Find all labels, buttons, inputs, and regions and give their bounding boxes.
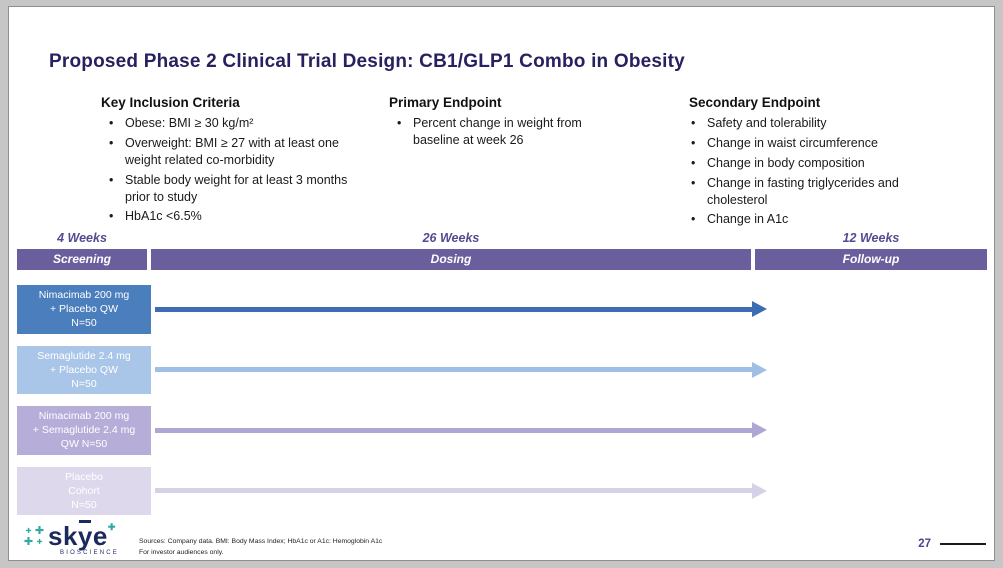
arm-label-line: + Semaglutide 2.4 mg (32, 424, 136, 437)
arm-label-line: Placebo (65, 470, 103, 483)
arm-arrow (155, 361, 767, 378)
arm-label-line: N=50 (71, 498, 97, 511)
secondary-endpoint-list: Safety and tolerability Change in waist … (689, 115, 911, 228)
arm-arrow (155, 482, 767, 499)
list-item: Change in A1c (689, 211, 911, 228)
skye-logo-plus-icon: ✚ ✚ ✚ ✚ (23, 525, 45, 548)
phase-screening: 4 Weeks Screening (17, 231, 147, 270)
phase-dosing: 26 Weeks Dosing (151, 231, 751, 270)
arm-label-line: N=50 (71, 317, 97, 330)
source-note: Sources: Company data. BMI: Body Mass In… (139, 536, 382, 558)
arm-label-line: Semaglutide 2.4 mg (37, 349, 131, 362)
secondary-endpoint-section: Secondary Endpoint Safety and tolerabili… (689, 95, 911, 231)
arrow-line (155, 306, 752, 312)
skye-logo: ✚ ✚ ✚ ✚ skye✚ BIOSCIENCE (23, 521, 120, 557)
arm-box-semaglutide-placebo: Semaglutide 2.4 mg + Placebo QW N=50 (17, 345, 151, 395)
source-line: For investor audiences only. (139, 549, 224, 557)
phase-bar-screening: Screening (17, 249, 147, 270)
arrow-head-icon (752, 361, 767, 378)
page-footer: 27 (918, 538, 986, 550)
timeline: 4 Weeks Screening 26 Weeks Dosing 12 Wee… (17, 231, 987, 270)
arrow-head-icon (752, 422, 767, 439)
arm-box-placebo-cohort: Placebo Cohort N=50 (17, 466, 151, 516)
arm-box-nimacimab-semaglutide: Nimacimab 200 mg + Semaglutide 2.4 mg QW… (17, 406, 151, 455)
trial-arms: Nimacimab 200 mg + Placebo QW N=50 Semag… (17, 285, 987, 516)
arrow-head-icon (752, 482, 767, 499)
arm-row: Placebo Cohort N=50 (17, 466, 987, 516)
phase-bar-followup: Follow-up (755, 249, 987, 270)
arrow-line (155, 427, 752, 433)
inclusion-criteria-section: Key Inclusion Criteria Obese: BMI ≥ 30 k… (101, 95, 349, 228)
phase-followup: 12 Weeks Follow-up (755, 231, 987, 270)
arm-row: Semaglutide 2.4 mg + Placebo QW N=50 (17, 345, 987, 395)
list-item: Change in fasting triglycerides and chol… (689, 175, 911, 209)
skye-logo-text-wrap: skye✚ BIOSCIENCE (48, 521, 120, 557)
primary-endpoint-heading: Primary Endpoint (389, 95, 502, 110)
arm-row: Nimacimab 200 mg + Placebo QW N=50 (17, 285, 987, 334)
arm-label-line: Cohort (68, 484, 100, 497)
logo-plus-small-icon: ✚ (107, 522, 116, 532)
list-item: Change in body composition (689, 155, 911, 172)
list-item: HbA1c <6.5% (107, 208, 349, 225)
arm-arrow (155, 301, 767, 318)
list-item: Safety and tolerability (689, 115, 911, 132)
phase-bar-dosing: Dosing (151, 249, 751, 270)
phase-duration: 12 Weeks (842, 231, 900, 245)
list-item: Stable body weight for at least 3 months… (107, 172, 349, 206)
arm-arrow (155, 422, 767, 439)
arm-label-line: QW N=50 (60, 438, 108, 451)
primary-endpoint-list: Percent change in weight from baseline a… (389, 115, 601, 149)
arm-label-line: Nimacimab 200 mg (38, 289, 130, 301)
page-number: 27 (918, 538, 931, 550)
inclusion-criteria-list: Obese: BMI ≥ 30 kg/m² Overweight: BMI ≥ … (101, 115, 349, 225)
secondary-endpoint-heading: Secondary Endpoint (689, 95, 821, 110)
list-item: Change in waist circumference (689, 135, 911, 152)
page-number-divider (940, 543, 986, 545)
arm-label-line: N=50 (71, 377, 97, 390)
primary-endpoint-section: Primary Endpoint Percent change in weigh… (389, 95, 601, 152)
phase-duration: 4 Weeks (57, 231, 107, 245)
arrow-line (155, 367, 752, 373)
list-item: Percent change in weight from baseline a… (395, 115, 601, 149)
list-item: Obese: BMI ≥ 30 kg/m² (107, 115, 349, 132)
arm-box-nimacimab-placebo: Nimacimab 200 mg + Placebo QW N=50 (17, 285, 151, 334)
arm-label-line: + Placebo QW (50, 303, 118, 316)
source-line: Sources: Company data. BMI: Body Mass In… (139, 538, 383, 545)
arm-label-line: + Placebo QW (50, 363, 118, 376)
slide: Proposed Phase 2 Clinical Trial Design: … (8, 6, 995, 561)
arm-label-line: Nimacimab 200 mg (38, 410, 130, 423)
skye-logo-text: skye✚ (48, 521, 116, 551)
slide-title: Proposed Phase 2 Clinical Trial Design: … (49, 51, 685, 72)
list-item: Overweight: BMI ≥ 27 with at least one w… (107, 135, 349, 169)
arm-row: Nimacimab 200 mg + Semaglutide 2.4 mg QW… (17, 406, 987, 455)
arrow-line (155, 488, 752, 494)
skye-logo-subtext: BIOSCIENCE (60, 550, 120, 556)
phase-duration: 26 Weeks (422, 231, 480, 245)
inclusion-criteria-heading: Key Inclusion Criteria (101, 95, 240, 110)
arrow-head-icon (752, 301, 767, 318)
